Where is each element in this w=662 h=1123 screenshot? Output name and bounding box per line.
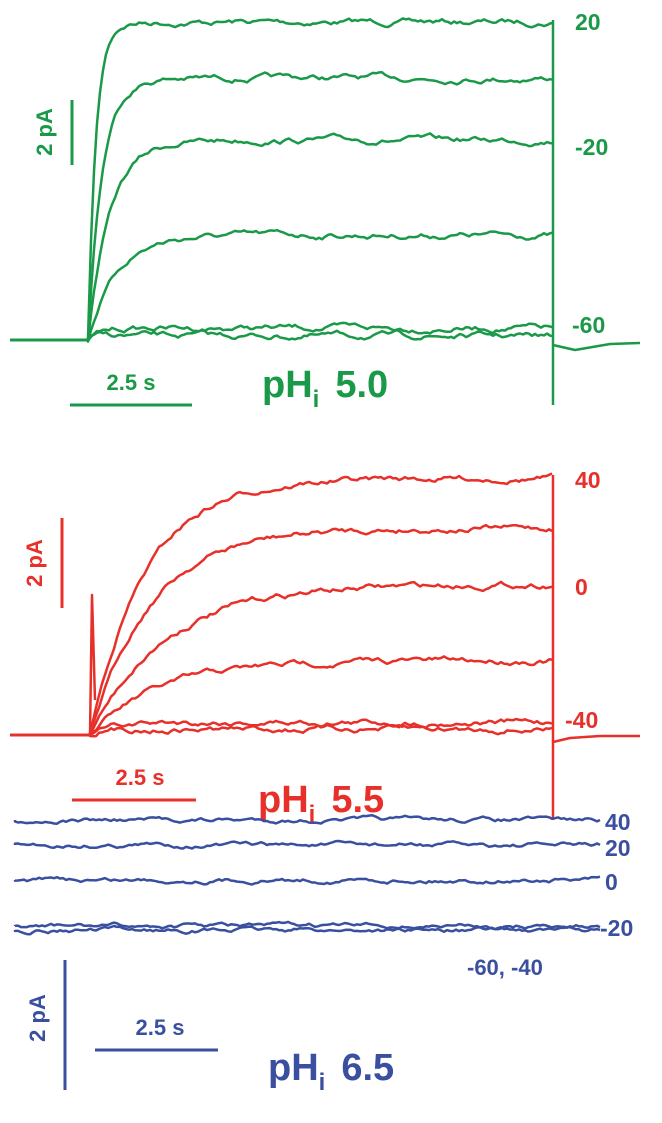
voltage-label: -60, -40 — [467, 955, 543, 980]
tail-current — [551, 20, 641, 405]
voltage-label: 40 — [575, 467, 601, 493]
tail-current — [88, 475, 640, 820]
current-trace — [13, 924, 601, 936]
current-scale-label: 2 pA — [25, 994, 50, 1042]
ph-label: pHi 6.5 — [268, 1047, 394, 1096]
ph-value: 6.5 — [341, 1047, 394, 1089]
voltage-label: -60 — [572, 312, 605, 338]
ph-subscript: i — [319, 1069, 326, 1096]
ph-label: pHi 5.0 — [262, 364, 388, 413]
ph-text: pH — [258, 779, 309, 821]
time-scale-label: 2.5 s — [107, 370, 156, 395]
ph-label: pHi 5.5 — [258, 779, 384, 828]
current-trace — [10, 655, 553, 737]
voltage-label: 40 — [605, 809, 631, 835]
panel-ph-5-5: 2 pA 2.5 s 40 0 -40 pHi 5.5 — [22, 467, 601, 828]
current-trace — [13, 875, 601, 886]
current-trace — [10, 321, 554, 342]
voltage-label: -40 — [565, 707, 598, 733]
ph-subscript: i — [313, 386, 320, 413]
current-trace — [10, 472, 553, 737]
ph-value: 5.0 — [335, 364, 388, 406]
voltage-label: -20 — [575, 134, 608, 160]
ph-text: pH — [268, 1047, 319, 1089]
current-trace — [10, 723, 553, 738]
current-scale-label: 2 pA — [22, 539, 47, 587]
time-scale-label: 2.5 s — [136, 1015, 185, 1040]
current-trace — [10, 328, 554, 342]
current-trace — [10, 17, 554, 342]
ph-value: 5.5 — [331, 779, 384, 821]
current-scale-label: 2 pA — [32, 108, 57, 156]
panel-ph-6-5: 2 pA 2.5 s 40 20 0 -20 -60, -40 pHi 6.5 — [25, 809, 633, 1096]
current-trace — [10, 580, 553, 737]
ph-text: pH — [262, 364, 313, 406]
voltage-label: 0 — [575, 574, 588, 600]
ph-subscript: i — [309, 801, 316, 828]
current-trace — [13, 813, 601, 825]
current-trace — [10, 70, 554, 343]
voltage-label: -20 — [600, 915, 633, 941]
voltage-label: 20 — [605, 835, 631, 861]
current-trace — [13, 839, 601, 850]
voltage-label: 20 — [575, 9, 601, 35]
current-trace — [10, 228, 554, 343]
current-trace — [10, 132, 554, 343]
panel-ph-5-0: 2 pA 2.5 s 20 -20 -60 pHi 5.0 — [32, 9, 608, 413]
voltage-label: 0 — [605, 869, 618, 895]
time-scale-label: 2.5 s — [116, 765, 165, 790]
current-trace — [10, 523, 553, 737]
